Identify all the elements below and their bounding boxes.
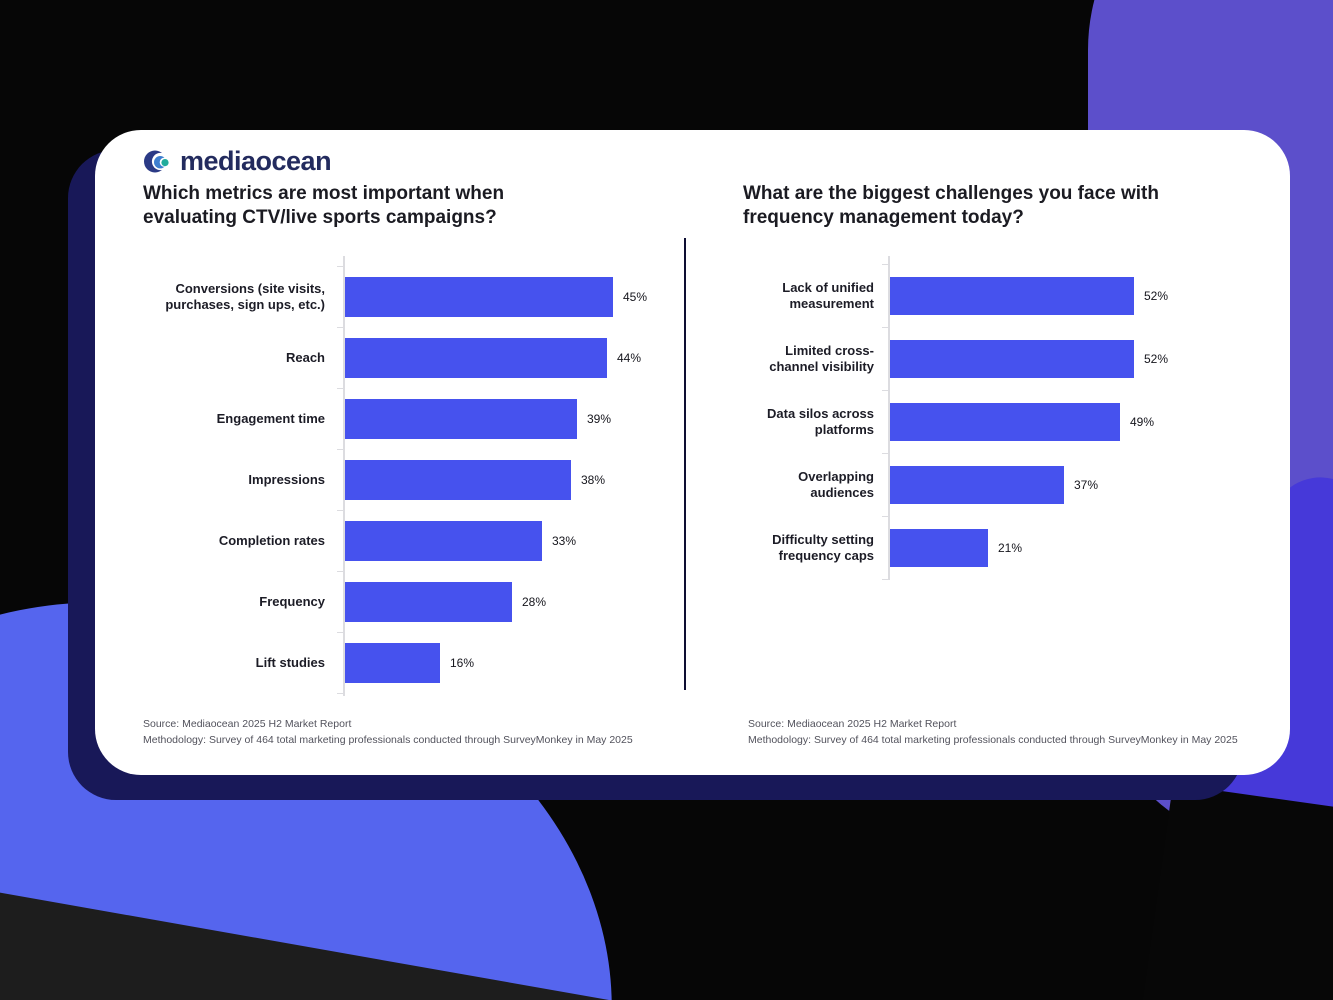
bar-area: 28% [343, 581, 743, 622]
left-chart-footer: Source: Mediaocean 2025 H2 Market Report… [143, 716, 633, 748]
bar [345, 642, 440, 683]
right-chart-axis [888, 256, 890, 580]
right-chart-title: What are the biggest challenges you face… [743, 183, 1159, 228]
value-label: 33% [552, 533, 577, 548]
value-label: 28% [522, 594, 547, 609]
bar-area: 49% [888, 402, 1283, 441]
left-source-line: Source: Mediaocean 2025 H2 Market Report [143, 718, 352, 730]
bar-area: 33% [343, 520, 743, 561]
left-chart-axis [343, 256, 345, 696]
bar [890, 276, 1134, 315]
category-label: Data silos across platforms [767, 405, 874, 437]
category-label: Limited cross-channel visibility [769, 342, 874, 374]
category-label: Frequency [259, 593, 325, 609]
bar-area: 38% [343, 459, 743, 500]
value-label: 44% [617, 350, 642, 365]
left-chart-title: Which metrics are most important when ev… [143, 183, 505, 228]
bar-area: 16% [343, 642, 743, 683]
mediaocean-logo: mediaocean [143, 146, 332, 176]
chart-row: Frequency 28% [143, 571, 743, 632]
bar [890, 528, 988, 567]
left-chart-ticks [337, 266, 343, 694]
bar [345, 398, 577, 439]
chart-row: Limited cross-channel visibility 52% [743, 327, 1283, 390]
mediaocean-logo-text: mediaocean [180, 146, 332, 176]
value-label: 37% [1074, 477, 1099, 492]
bar [345, 581, 512, 622]
category-label: Lack of unified measurement [782, 279, 874, 311]
bar-area: 21% [888, 528, 1283, 567]
bar-area: 52% [888, 339, 1283, 378]
chart-row: Conversions (site visits, purchases, sig… [143, 266, 743, 327]
right-chart-footer: Source: Mediaocean 2025 H2 Market Report… [748, 716, 1238, 748]
category-label: Completion rates [218, 532, 325, 548]
value-label: 49% [1130, 414, 1155, 429]
bar-area: 39% [343, 398, 743, 439]
right-source-line: Source: Mediaocean 2025 H2 Market Report [748, 718, 957, 730]
right-chart-ticks [882, 264, 888, 580]
category-label: Lift studies [255, 654, 325, 670]
value-label: 39% [587, 411, 612, 426]
bar-area: 52% [888, 276, 1283, 315]
value-label: 21% [998, 540, 1023, 555]
bar-area: 44% [343, 337, 743, 378]
chart-row: Completion rates 33% [143, 510, 743, 571]
bar [890, 465, 1064, 504]
value-label: 52% [1144, 288, 1169, 303]
category-label: Difficulty setting frequency caps [772, 531, 874, 563]
vertical-divider [684, 238, 686, 690]
bar-area: 37% [888, 465, 1283, 504]
left-methodology-line: Methodology: Survey of 464 total marketi… [143, 734, 633, 746]
bar-area: 45% [343, 276, 743, 317]
category-label: Impressions [248, 471, 325, 487]
bar [345, 459, 571, 500]
bar [345, 520, 542, 561]
report-card: mediaocean Which metrics are most import… [95, 130, 1290, 775]
value-label: 45% [623, 289, 648, 304]
chart-row: Lack of unified measurement 52% [743, 264, 1283, 327]
chart-row: Impressions 38% [143, 449, 743, 510]
value-label: 16% [450, 655, 475, 670]
bg-bottom-right-shape [1114, 784, 1333, 1000]
bar [345, 337, 607, 378]
right-chart: Lack of unified measurement 52% Limited … [743, 264, 1283, 579]
bar [890, 339, 1134, 378]
chart-row: Data silos across platforms 49% [743, 390, 1283, 453]
chart-row: Difficulty setting frequency caps 21% [743, 516, 1283, 579]
category-label: Engagement time [216, 410, 325, 426]
chart-row: Overlapping audiences 37% [743, 453, 1283, 516]
category-label: Conversions (site visits, purchases, sig… [165, 280, 325, 312]
left-chart: Conversions (site visits, purchases, sig… [143, 266, 743, 693]
category-label: Overlapping audiences [798, 468, 874, 500]
chart-row: Reach 44% [143, 327, 743, 388]
value-label: 38% [581, 472, 606, 487]
bar [890, 402, 1120, 441]
right-methodology-line: Methodology: Survey of 464 total marketi… [748, 734, 1238, 746]
chart-row: Lift studies 16% [143, 632, 743, 693]
chart-row: Engagement time 39% [143, 388, 743, 449]
value-label: 52% [1144, 351, 1169, 366]
category-label: Reach [285, 349, 325, 365]
bar [345, 276, 613, 317]
mediaocean-wave-icon [144, 150, 170, 173]
